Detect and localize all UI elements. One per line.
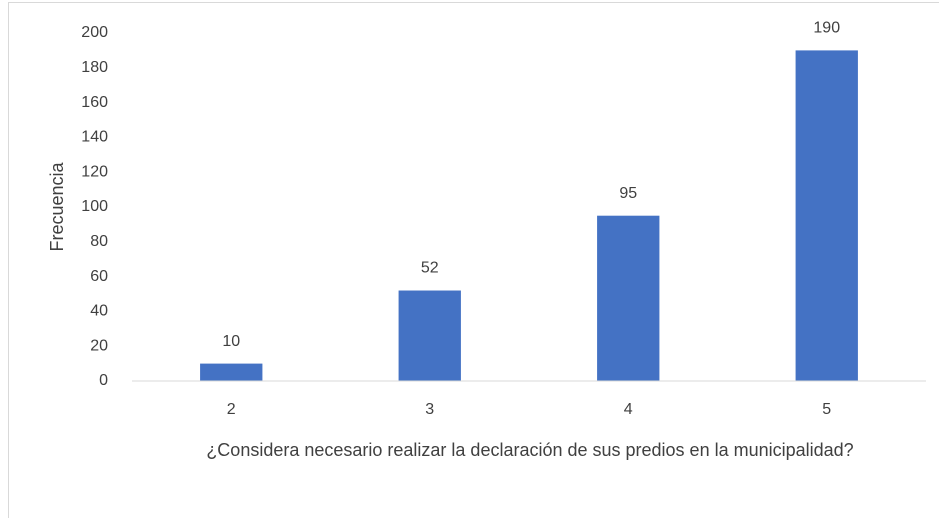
y-tick-label: 120: [81, 163, 108, 180]
x-tick-label: 4: [624, 401, 633, 418]
bar: [398, 290, 461, 381]
y-axis-label: Frecuencia: [47, 161, 67, 251]
y-tick-label: 160: [81, 94, 108, 111]
y-tick-label: 140: [81, 129, 108, 146]
data-label: 10: [222, 333, 240, 350]
y-tick-label: 180: [81, 59, 108, 76]
y-tick-label: 20: [90, 337, 108, 354]
x-axis-label: ¿Considera necesario realizar la declara…: [206, 440, 854, 460]
data-label: 190: [813, 20, 840, 37]
x-tick-label: 3: [425, 401, 434, 418]
x-tick-label: 5: [822, 401, 831, 418]
chart-border: [8, 2, 939, 518]
y-tick-label: 0: [99, 372, 108, 389]
data-label: 95: [619, 185, 637, 202]
y-tick-label: 100: [81, 198, 108, 215]
x-tick-label: 2: [227, 401, 236, 418]
bar: [795, 50, 858, 382]
y-tick-label: 60: [90, 268, 108, 285]
y-tick-label: 80: [90, 233, 108, 250]
bar: [200, 363, 263, 381]
data-label: 52: [421, 260, 439, 277]
bar: [597, 215, 660, 381]
y-tick-label: 200: [81, 24, 108, 41]
y-tick-label: 40: [90, 303, 108, 320]
